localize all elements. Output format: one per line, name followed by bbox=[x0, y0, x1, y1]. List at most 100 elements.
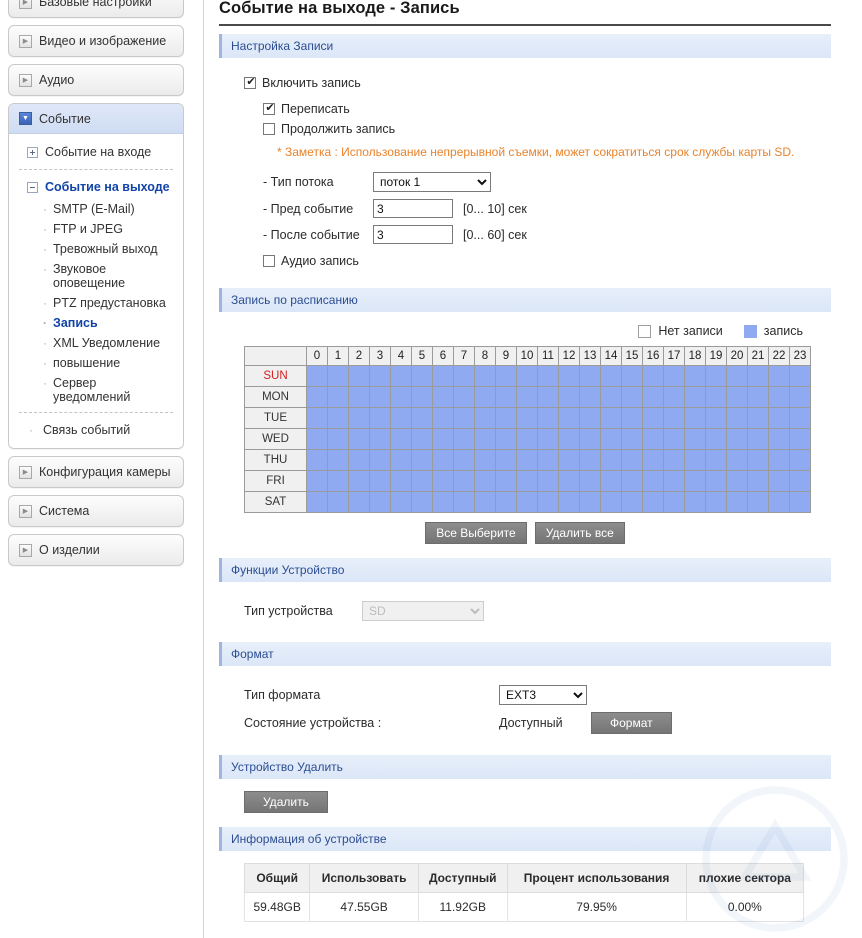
schedule-cell[interactable] bbox=[369, 365, 391, 388]
schedule-cell[interactable] bbox=[642, 407, 664, 430]
schedule-cell[interactable] bbox=[684, 470, 706, 493]
schedule-cell[interactable] bbox=[411, 386, 433, 409]
schedule-cell[interactable] bbox=[705, 428, 727, 451]
schedule-cell[interactable] bbox=[369, 428, 391, 451]
sidebar-item-record[interactable]: · Запись bbox=[9, 313, 183, 333]
schedule-cell[interactable] bbox=[600, 491, 622, 514]
schedule-cell[interactable] bbox=[789, 428, 811, 451]
schedule-cell[interactable] bbox=[558, 407, 580, 430]
schedule-cell[interactable] bbox=[789, 365, 811, 388]
schedule-cell[interactable] bbox=[642, 428, 664, 451]
schedule-cell[interactable] bbox=[432, 491, 454, 514]
schedule-cell[interactable] bbox=[306, 407, 328, 430]
schedule-cell[interactable] bbox=[621, 407, 643, 430]
schedule-cell[interactable] bbox=[327, 428, 349, 451]
schedule-cell[interactable] bbox=[705, 449, 727, 472]
schedule-cell[interactable] bbox=[789, 386, 811, 409]
schedule-cell[interactable] bbox=[348, 470, 370, 493]
schedule-cell[interactable] bbox=[663, 365, 685, 388]
schedule-cell[interactable] bbox=[306, 491, 328, 514]
schedule-cell[interactable] bbox=[453, 365, 475, 388]
schedule-cell[interactable] bbox=[684, 365, 706, 388]
schedule-cell[interactable] bbox=[432, 365, 454, 388]
schedule-cell[interactable] bbox=[453, 386, 475, 409]
schedule-cell[interactable] bbox=[621, 365, 643, 388]
sidebar-item-event-input[interactable]: Событие на входе bbox=[9, 140, 183, 164]
schedule-cell[interactable] bbox=[432, 470, 454, 493]
schedule-cell[interactable] bbox=[474, 386, 496, 409]
schedule-cell[interactable] bbox=[306, 449, 328, 472]
schedule-cell[interactable] bbox=[453, 407, 475, 430]
sidebar-item-alarm-output[interactable]: · Тревожный выход bbox=[9, 239, 183, 259]
pre-event-input[interactable] bbox=[373, 199, 453, 219]
schedule-cell[interactable] bbox=[495, 386, 517, 409]
clear-all-button[interactable]: Удалить все bbox=[534, 522, 625, 545]
sidebar-item-notification-server[interactable]: · Сервер уведомлений bbox=[9, 373, 183, 407]
sidebar-group-video-image[interactable]: ▶ Видео и изображение bbox=[8, 25, 184, 57]
schedule-cell[interactable] bbox=[621, 449, 643, 472]
schedule-cell[interactable] bbox=[558, 449, 580, 472]
schedule-cell[interactable] bbox=[411, 470, 433, 493]
schedule-cell[interactable] bbox=[705, 491, 727, 514]
sidebar-item-boost[interactable]: · повышение bbox=[9, 353, 183, 373]
schedule-cell[interactable] bbox=[411, 491, 433, 514]
schedule-cell[interactable] bbox=[621, 386, 643, 409]
schedule-cell[interactable] bbox=[495, 449, 517, 472]
schedule-cell[interactable] bbox=[642, 470, 664, 493]
schedule-cell[interactable] bbox=[390, 365, 412, 388]
format-type-select[interactable]: EXT3 bbox=[499, 685, 587, 706]
schedule-cell[interactable] bbox=[537, 449, 559, 472]
schedule-cell[interactable] bbox=[327, 407, 349, 430]
schedule-cell[interactable] bbox=[369, 449, 391, 472]
continue-record-checkbox-row[interactable]: Продолжить запись bbox=[263, 122, 831, 136]
schedule-cell[interactable] bbox=[369, 491, 391, 514]
checkbox-icon[interactable] bbox=[244, 75, 257, 90]
sidebar-group-system[interactable]: ▶ Система bbox=[8, 495, 184, 527]
schedule-cell[interactable] bbox=[600, 386, 622, 409]
schedule-cell[interactable] bbox=[789, 470, 811, 493]
schedule-cell[interactable] bbox=[537, 365, 559, 388]
schedule-cell[interactable] bbox=[390, 470, 412, 493]
device-type-select[interactable]: SD bbox=[362, 601, 484, 622]
schedule-cell[interactable] bbox=[663, 407, 685, 430]
sidebar-group-header[interactable]: ▶ Видео и изображение bbox=[9, 26, 183, 56]
schedule-cell[interactable] bbox=[558, 491, 580, 514]
schedule-cell[interactable] bbox=[663, 449, 685, 472]
schedule-cell[interactable] bbox=[579, 365, 601, 388]
schedule-cell[interactable] bbox=[516, 365, 538, 388]
sidebar-item-ptz-preset[interactable]: · PTZ предустановка bbox=[9, 293, 183, 313]
schedule-cell[interactable] bbox=[327, 491, 349, 514]
schedule-cell[interactable] bbox=[747, 470, 769, 493]
stream-type-select[interactable]: поток 1 bbox=[373, 172, 491, 193]
schedule-cell[interactable] bbox=[579, 449, 601, 472]
schedule-cell[interactable] bbox=[495, 365, 517, 388]
sidebar-item-xml-notification[interactable]: · XML Уведомление bbox=[9, 333, 183, 353]
schedule-cell[interactable] bbox=[663, 491, 685, 514]
schedule-cell[interactable] bbox=[411, 449, 433, 472]
schedule-cell[interactable] bbox=[348, 407, 370, 430]
schedule-cell[interactable] bbox=[789, 449, 811, 472]
sidebar-group-header[interactable]: ▶ Конфигурация камеры bbox=[9, 457, 183, 487]
schedule-cell[interactable] bbox=[369, 470, 391, 493]
schedule-cell[interactable] bbox=[747, 407, 769, 430]
schedule-cell[interactable] bbox=[327, 470, 349, 493]
schedule-cell[interactable] bbox=[747, 365, 769, 388]
schedule-cell[interactable] bbox=[642, 386, 664, 409]
schedule-cell[interactable] bbox=[579, 407, 601, 430]
checkbox-icon[interactable] bbox=[263, 255, 275, 268]
schedule-cell[interactable] bbox=[390, 491, 412, 514]
schedule-cell[interactable] bbox=[537, 428, 559, 451]
schedule-cell[interactable] bbox=[306, 365, 328, 388]
schedule-cell[interactable] bbox=[411, 428, 433, 451]
schedule-cell[interactable] bbox=[621, 491, 643, 514]
schedule-cell[interactable] bbox=[432, 407, 454, 430]
schedule-cell[interactable] bbox=[768, 428, 790, 451]
schedule-cell[interactable] bbox=[684, 449, 706, 472]
schedule-cell[interactable] bbox=[348, 491, 370, 514]
schedule-cell[interactable] bbox=[705, 470, 727, 493]
schedule-cell[interactable] bbox=[432, 428, 454, 451]
sidebar-item-ftp-jpeg[interactable]: · FTP и JPEG bbox=[9, 219, 183, 239]
schedule-cell[interactable] bbox=[579, 470, 601, 493]
schedule-cell[interactable] bbox=[411, 365, 433, 388]
schedule-cell[interactable] bbox=[789, 407, 811, 430]
